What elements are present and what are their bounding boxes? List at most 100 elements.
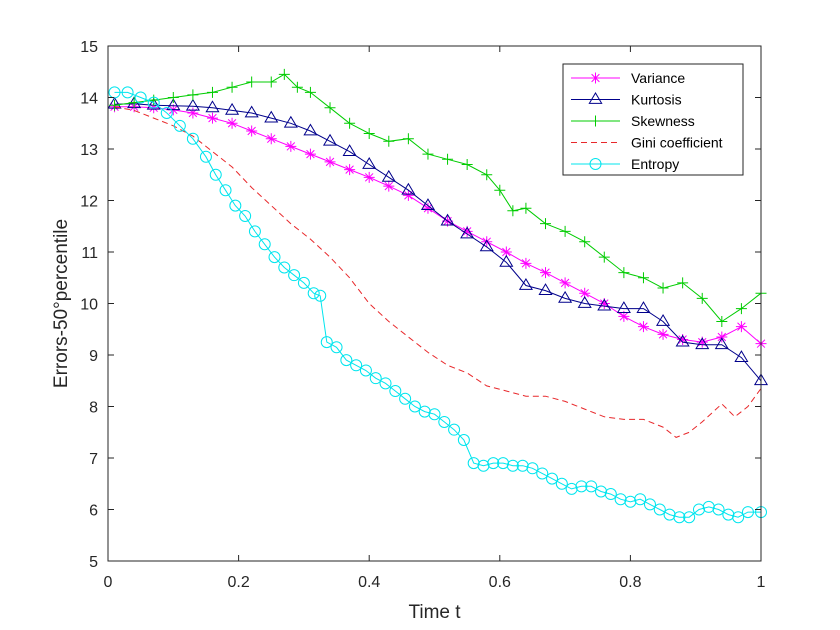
y-tick-label: 12: [80, 194, 98, 211]
data-point-entropy: [536, 467, 549, 480]
data-point-kurtosis: [714, 337, 729, 350]
data-point-entropy: [229, 199, 242, 212]
y-tick-label: 13: [80, 142, 98, 159]
data-point-entropy: [399, 392, 412, 405]
data-point-kurtosis: [264, 110, 279, 123]
data-point-variance: [363, 171, 375, 183]
data-point-kurtosis: [283, 115, 298, 128]
data-point-entropy: [134, 91, 147, 104]
data-point-kurtosis: [577, 296, 592, 308]
data-point-variance: [520, 257, 532, 269]
series-line-gini-coefficient: [114, 106, 762, 438]
data-point-kurtosis: [675, 334, 690, 347]
data-point-variance: [187, 107, 199, 119]
legend-marker-kurtosis: [588, 92, 603, 104]
data-point-entropy: [614, 493, 627, 506]
data-point-skewness: [494, 184, 506, 196]
data-point-skewness: [696, 292, 708, 304]
data-point-entropy: [546, 472, 559, 485]
data-point-entropy: [340, 354, 353, 367]
data-point-variance: [598, 298, 610, 309]
data-point-variance: [285, 140, 297, 152]
data-point-entropy: [297, 276, 310, 289]
data-point-skewness: [206, 86, 218, 98]
data-point-variance: [540, 267, 552, 279]
data-point-entropy: [248, 225, 261, 238]
data-point-skewness: [109, 99, 121, 111]
data-point-entropy: [692, 503, 705, 516]
data-point-entropy: [268, 251, 281, 264]
data-point-entropy: [173, 119, 186, 132]
data-point-kurtosis: [420, 198, 436, 211]
data-point-entropy: [457, 433, 470, 446]
data-point-skewness: [278, 68, 290, 80]
data-point-skewness: [507, 205, 519, 217]
data-point-entropy: [121, 86, 134, 99]
data-point-entropy: [369, 372, 382, 385]
data-point-entropy: [467, 457, 480, 470]
data-point-entropy: [199, 150, 212, 163]
y-tick-label: 14: [80, 91, 98, 108]
data-point-entropy: [555, 477, 568, 490]
data-point-variance: [246, 125, 258, 137]
data-point-entropy: [418, 405, 431, 418]
data-point-entropy: [330, 341, 343, 354]
data-point-entropy: [673, 511, 686, 524]
data-point-entropy: [585, 480, 598, 493]
legend-entry-entropy: Entropy: [571, 156, 679, 172]
legend-label-kurtosis: Kurtosis: [631, 92, 682, 108]
data-point-variance: [402, 189, 414, 201]
data-point-skewness: [167, 92, 179, 103]
y-tick-label: 7: [89, 451, 98, 468]
y-tick-label: 9: [89, 348, 98, 365]
data-point-skewness: [363, 128, 375, 140]
data-point-entropy: [595, 485, 608, 498]
data-point-entropy: [565, 482, 578, 495]
data-point-kurtosis: [695, 337, 710, 350]
data-point-skewness: [304, 86, 316, 98]
data-point-entropy: [209, 168, 222, 181]
data-point-entropy: [702, 500, 715, 513]
data-point-variance: [304, 148, 316, 160]
data-point-kurtosis: [342, 144, 357, 156]
data-point-variance: [657, 328, 669, 340]
x-tick-label: 0.4: [358, 574, 380, 591]
data-point-kurtosis: [146, 97, 161, 110]
data-point-skewness: [677, 277, 689, 289]
series-entropy: [108, 86, 767, 524]
series-line-kurtosis: [114, 103, 762, 382]
legend-label-gini-coefficient: Gini coefficient: [631, 135, 723, 151]
data-point-entropy: [258, 238, 271, 251]
data-point-skewness: [618, 267, 630, 279]
legend-entry-skewness: Skewness: [571, 113, 695, 129]
data-point-variance: [559, 277, 571, 289]
data-point-variance: [696, 336, 708, 348]
data-point-kurtosis: [597, 298, 612, 311]
data-point-kurtosis: [440, 213, 455, 226]
data-point-entropy: [239, 209, 252, 222]
data-point-entropy: [389, 385, 402, 398]
data-point-entropy: [663, 508, 676, 521]
data-point-kurtosis: [401, 182, 416, 195]
legend-label-variance: Variance: [631, 70, 685, 86]
data-point-entropy: [683, 511, 696, 524]
x-tick-label: 1: [757, 574, 766, 591]
data-point-variance: [422, 202, 434, 214]
legend-entry-variance: Variance: [571, 70, 685, 86]
data-point-entropy: [604, 488, 617, 501]
data-point-skewness: [265, 76, 277, 88]
data-point-entropy: [186, 132, 199, 145]
x-tick-label: 0: [104, 574, 113, 591]
data-point-kurtosis: [734, 350, 749, 362]
data-point-entropy: [497, 457, 510, 470]
data-point-entropy: [314, 289, 327, 302]
data-point-kurtosis: [362, 156, 377, 169]
data-point-entropy: [408, 400, 421, 413]
data-point-skewness: [657, 282, 669, 294]
y-tick-label: 5: [89, 554, 98, 571]
data-point-skewness: [383, 135, 395, 147]
data-point-skewness: [291, 81, 303, 93]
y-tick-label: 10: [80, 297, 98, 314]
data-point-entropy: [379, 377, 392, 390]
data-point-entropy: [634, 493, 647, 506]
